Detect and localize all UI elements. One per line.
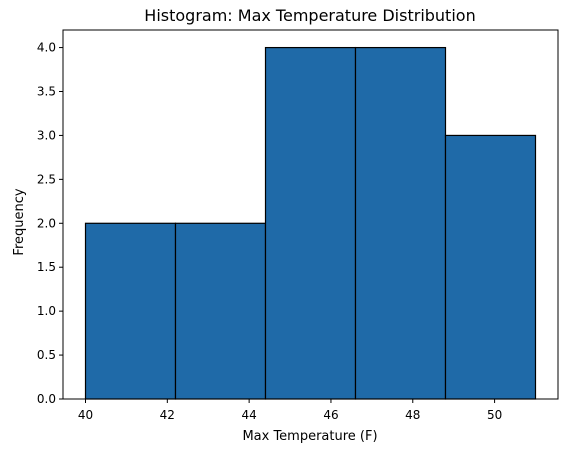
plot-frame: [62, 29, 559, 400]
histogram-bar-3: [354, 46, 447, 400]
x-tick-label-0: 40: [78, 408, 93, 422]
y-tick-label-2: 1.0: [37, 304, 56, 318]
y-tick-label-3: 1.5: [37, 260, 56, 274]
y-tick-label-7: 3.5: [37, 85, 56, 99]
x-tick-label-1: 42: [160, 408, 175, 422]
x-tick-label-5: 50: [487, 408, 502, 422]
y-tick-label-1: 0.5: [37, 348, 56, 362]
histogram-bar-4: [444, 134, 537, 400]
chart-title: Histogram: Max Temperature Distribution: [144, 6, 475, 25]
x-tick-label-4: 48: [405, 408, 420, 422]
y-tick-label-0: 0.0: [37, 392, 56, 406]
x-tick-label-2: 44: [241, 408, 256, 422]
bars: [84, 46, 537, 400]
y-axis-label: Frequency: [12, 188, 27, 255]
histogram-bar-1: [174, 222, 267, 400]
x-axis-label: Max Temperature (F): [242, 429, 377, 444]
axes: 40 42 44 46 48 50 0.0 0.5 1.0 1.5 2.0 2.5 3.0 3.5 4.0: [37, 29, 559, 422]
x-tick-label-3: 46: [323, 408, 338, 422]
histogram-bar-2: [264, 46, 357, 400]
y-tick-label-6: 3.0: [37, 128, 56, 142]
y-tick-label-4: 2.0: [37, 216, 56, 230]
histogram-bar-0: [84, 222, 177, 400]
y-tick-label-8: 4.0: [37, 41, 56, 55]
y-tick-label-5: 2.5: [37, 172, 56, 186]
